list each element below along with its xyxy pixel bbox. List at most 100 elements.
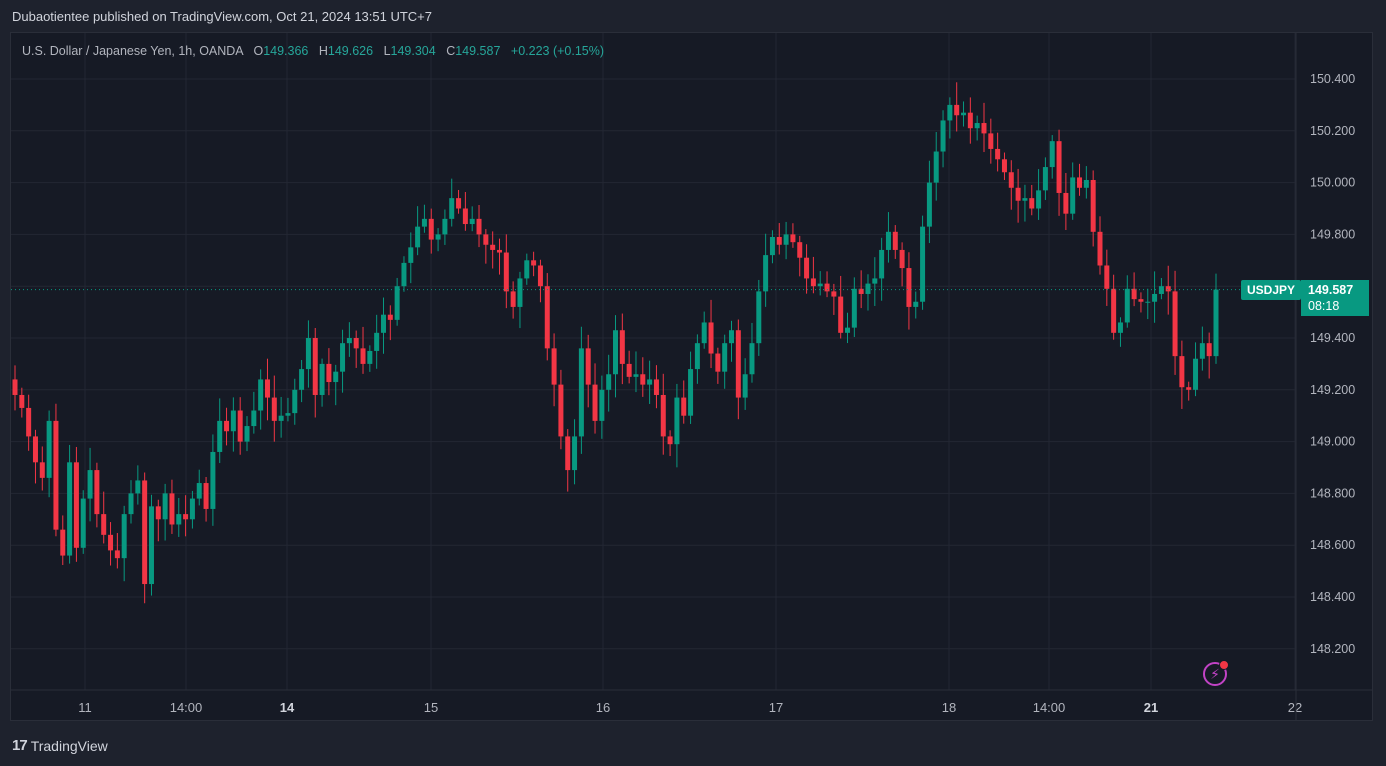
candle-body [619, 330, 625, 364]
candle-body [981, 123, 987, 134]
candle-body [899, 249, 905, 269]
candle-body [531, 260, 537, 266]
candle-body [769, 236, 775, 256]
candle-body [224, 420, 230, 432]
x-tick-label: 17 [769, 700, 783, 715]
legend-low-value: 149.304 [390, 44, 436, 58]
candle-body [817, 283, 823, 287]
candle-body [135, 480, 141, 494]
candle-body [285, 413, 291, 416]
candle-body [346, 338, 352, 344]
candle-body [237, 410, 243, 442]
candle-body [1117, 322, 1123, 333]
candle-body [162, 493, 168, 520]
candle-body [367, 350, 373, 364]
candle-body [39, 462, 45, 478]
candle-body [954, 104, 960, 116]
candle-body [797, 242, 803, 258]
candle-body [1145, 301, 1151, 303]
candle-body [681, 397, 687, 416]
candle-body [401, 262, 407, 287]
candle-body [121, 514, 127, 559]
candle-body [210, 451, 216, 509]
candle-body [428, 218, 434, 240]
candle-body [1179, 356, 1185, 388]
y-tick-label: 150.200 [1310, 124, 1355, 138]
candle-body [1199, 343, 1205, 359]
candle-body [810, 278, 816, 287]
notification-dot-icon [1219, 660, 1229, 670]
candle-body [1049, 141, 1055, 168]
candle-body [804, 257, 810, 279]
candle-body [26, 407, 32, 437]
candle-body [776, 236, 782, 245]
legend-title: U.S. Dollar / Japanese Yen, 1h, OANDA [22, 44, 243, 58]
candle-body [469, 218, 475, 225]
x-tick-label: 21 [1144, 700, 1158, 715]
candle-body [517, 278, 523, 307]
candle-body [408, 247, 414, 263]
candle-body [196, 483, 202, 499]
y-tick-label: 150.000 [1310, 176, 1355, 190]
candle-body [1083, 180, 1089, 188]
candle-body [19, 394, 25, 408]
candle-body [558, 384, 564, 437]
candle-body [742, 374, 748, 398]
candle-body [483, 234, 489, 245]
candle-body [278, 415, 284, 421]
candle-body [551, 348, 557, 385]
candle-body [845, 327, 851, 333]
candle-body [169, 493, 175, 525]
candle-body [599, 389, 605, 421]
candle-body [974, 123, 980, 129]
tradingview-logo[interactable]: 17 TradingView [12, 737, 108, 754]
bolt-icon[interactable]: ⚡ [1203, 660, 1229, 686]
candle-body [961, 112, 967, 116]
candle-body [12, 379, 18, 395]
chart-legend: U.S. Dollar / Japanese Yen, 1h, OANDA O 1… [22, 44, 604, 58]
candle-body [380, 314, 386, 333]
candle-body [305, 338, 311, 370]
candle-body [606, 374, 612, 390]
candle-body [851, 288, 857, 328]
candle-body [264, 379, 270, 398]
candle-body [94, 470, 100, 515]
candle-body [319, 363, 325, 395]
candle-body [708, 322, 714, 354]
candle-body [217, 420, 223, 452]
publisher-credit: Dubaotientee published on TradingView.co… [12, 9, 433, 24]
candle-body [967, 112, 973, 129]
candle-body [73, 462, 79, 548]
candle-body [203, 483, 209, 509]
candle-body [1001, 159, 1007, 173]
candle-body [1008, 172, 1014, 188]
y-tick-label: 148.800 [1310, 486, 1355, 500]
legend-close-label: C [446, 44, 456, 58]
candle-body [892, 231, 898, 250]
candle-body [271, 397, 277, 421]
candle-body [1186, 387, 1192, 390]
candle-body [1077, 177, 1083, 188]
candle-body [763, 255, 769, 292]
candle-body [1138, 299, 1144, 302]
candle-body [544, 286, 550, 349]
candle-body [449, 198, 455, 219]
tradingview-brand: TradingView [30, 737, 108, 754]
candle-body [735, 330, 741, 398]
candle-body [613, 330, 618, 375]
candle-body [585, 348, 591, 385]
candle-body [421, 218, 427, 227]
candle-body [995, 148, 1001, 160]
symbol-tag[interactable]: USDJPY [1241, 280, 1302, 300]
candle-body [715, 353, 721, 372]
legend-change: +0.223 (+0.15%) [510, 44, 605, 58]
candle-body [142, 480, 148, 585]
candle-body [1029, 198, 1035, 209]
candle-body [885, 231, 891, 250]
candle-body [633, 374, 639, 377]
candle-body [640, 374, 646, 385]
x-tick-label: 15 [424, 700, 438, 715]
legend-open-label: O [253, 44, 264, 58]
candle-body [674, 397, 680, 445]
